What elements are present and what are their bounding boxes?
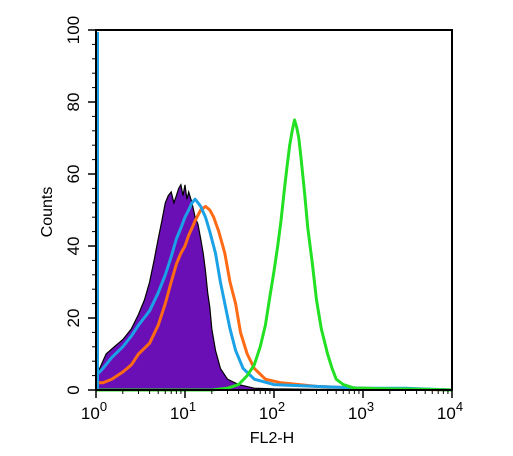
x-axis: 100 101 102 103 104 <box>81 390 463 423</box>
y-tick-label: 80 <box>64 93 83 112</box>
y-axis: 0 20 40 60 80 100 <box>64 16 96 395</box>
y-axis-title: Counts <box>39 187 56 238</box>
x-tick-label: 101 <box>170 399 196 423</box>
x-tick-label: 102 <box>259 399 285 423</box>
x-axis-title: FL2-H <box>250 430 294 447</box>
y-tick-label: 40 <box>64 237 83 256</box>
series-1-filled-histogram <box>95 183 453 391</box>
plot-marks <box>94 32 453 392</box>
series-4-line <box>96 118 453 392</box>
y-tick-label: 0 <box>64 385 83 394</box>
x-tick-label: 100 <box>81 399 107 423</box>
x-tick-label: 103 <box>348 399 374 423</box>
x-tick-label: 104 <box>437 399 463 423</box>
y-tick-label: 20 <box>64 309 83 328</box>
y-tick-label: 60 <box>64 165 83 184</box>
y-tick-label: 100 <box>64 16 83 44</box>
series-3-line <box>94 197 453 392</box>
